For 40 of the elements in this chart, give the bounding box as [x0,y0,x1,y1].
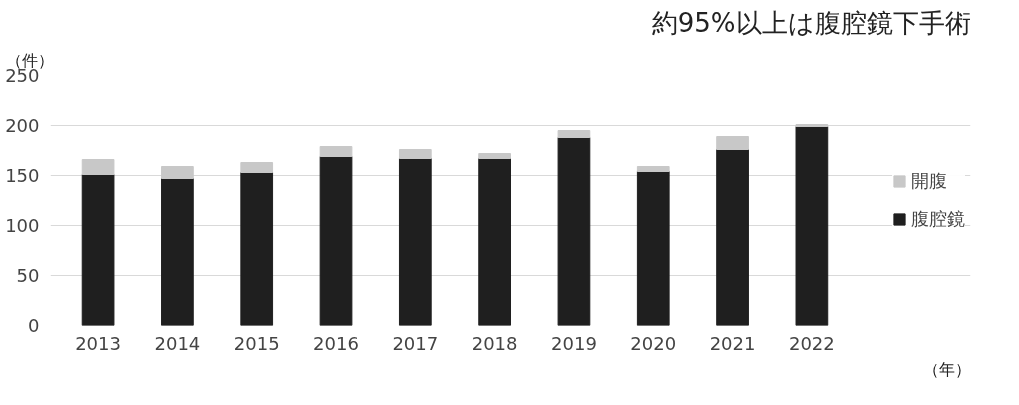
y-tick-label: 0 [28,315,40,336]
x-tick-label: 2018 [471,332,518,354]
bar [478,158,511,326]
bar [716,149,749,326]
y-tick-label: 100 [5,215,40,236]
x-tick-label: 2015 [233,332,280,354]
y-tick-label: 50 [16,265,40,286]
bar [636,171,670,326]
bar [795,126,829,326]
bar [398,149,432,159]
bar [398,158,432,326]
x-tick-label: 2014 [154,332,201,354]
bar [240,172,274,326]
bar [319,156,353,326]
legend-label: 開腹 [911,169,947,193]
x-tick-label: 2016 [313,332,359,354]
x-tick-label: 2021 [709,332,756,354]
bar [81,174,115,326]
y-axis-title: （件） [5,50,54,70]
bar [161,166,194,179]
legend-label: 腹腔鏡 [911,207,965,231]
x-axis-title: （年） [922,359,971,379]
bar [240,162,274,173]
bar [161,178,194,326]
bar [81,159,115,175]
y-tick-label: 150 [5,165,40,186]
bar [636,166,670,172]
x-tick-label: 2022 [788,332,835,354]
bar [557,137,591,326]
x-tick-label: 2013 [75,332,121,354]
bar [795,124,829,127]
bar [319,146,353,157]
bar [478,153,511,159]
y-tick-label: 200 [5,115,40,136]
x-tick-label: 2017 [392,332,439,354]
bar [716,136,749,150]
bar [557,130,591,138]
x-tick-label: 2019 [551,332,597,354]
x-tick-label: 2020 [630,332,677,354]
chart-title: 約95%以上は腹腔鏡下手術 [651,7,971,38]
